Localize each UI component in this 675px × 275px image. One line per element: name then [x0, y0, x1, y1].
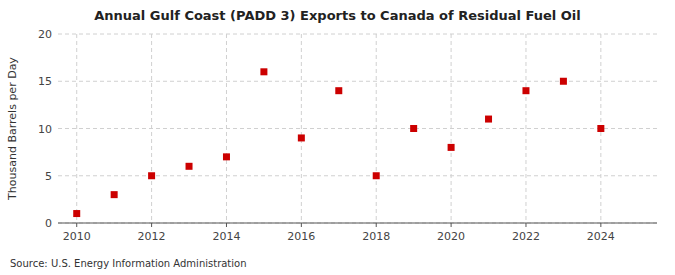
- x-tick-label: 2012: [138, 230, 166, 243]
- x-tick: [451, 223, 452, 227]
- x-grid-line: [151, 34, 152, 223]
- y-tick-label: 5: [45, 170, 52, 183]
- point: [335, 87, 342, 94]
- point: [560, 78, 567, 85]
- y-grid-line: [58, 223, 657, 224]
- point: [522, 87, 529, 94]
- point: [373, 172, 380, 179]
- x-grid-line: [451, 34, 452, 223]
- x-tick-label: 2014: [212, 230, 240, 243]
- grid: [58, 34, 657, 223]
- y-grid-line: [58, 81, 657, 82]
- chart-svg: Annual Gulf Coast (PADD 3) Exports to Ca…: [0, 0, 675, 275]
- y-tick-label: 10: [38, 123, 52, 136]
- x-tick: [301, 223, 302, 227]
- point: [298, 134, 305, 141]
- point: [410, 125, 417, 132]
- x-tick: [76, 223, 77, 227]
- point: [148, 172, 155, 179]
- point: [111, 191, 118, 198]
- x-tick-label: 2020: [437, 230, 465, 243]
- x-grid-line: [76, 34, 77, 223]
- annotation: Source: U.S. Energy Information Administ…: [10, 258, 247, 269]
- x-tick: [376, 223, 377, 227]
- x-tick: [525, 223, 526, 227]
- point: [597, 125, 604, 132]
- x-tick-label: 2024: [587, 230, 615, 243]
- point: [485, 116, 492, 123]
- x-tick: [151, 223, 152, 227]
- title: Annual Gulf Coast (PADD 3) Exports to Ca…: [94, 8, 581, 23]
- x-tick: [226, 223, 227, 227]
- point: [223, 153, 230, 160]
- point: [260, 68, 267, 75]
- x-tick-label: 2022: [512, 230, 540, 243]
- y-grid-line: [58, 128, 657, 129]
- y-tick-label: 0: [45, 217, 52, 230]
- points: [73, 68, 604, 217]
- x-grid-line: [525, 34, 526, 223]
- x-grid-line: [226, 34, 227, 223]
- x-axis-line: [58, 223, 657, 224]
- chart-container: Annual Gulf Coast (PADD 3) Exports to Ca…: [0, 0, 675, 275]
- y-grid-line: [58, 175, 657, 176]
- x-grid-line: [301, 34, 302, 223]
- y-tick-label: 20: [38, 28, 52, 41]
- point: [73, 210, 80, 217]
- x-axis: 2010 2012 2014 2016 2018 2020 2022 2024: [58, 223, 657, 243]
- point: [186, 163, 193, 170]
- x-grid-line: [376, 34, 377, 223]
- y-axis: 0 5 10 15 20 Thousand Barrels per Day: [6, 28, 52, 230]
- y-grid-line: [58, 34, 657, 35]
- x-tick: [600, 223, 601, 227]
- x-tick-label: 2018: [362, 230, 390, 243]
- x-tick-label: 2016: [287, 230, 315, 243]
- y-axis-label: Thousand Barrels per Day: [6, 57, 19, 201]
- x-tick-label: 2010: [63, 230, 91, 243]
- point: [448, 144, 455, 151]
- y-tick-label: 15: [38, 75, 52, 88]
